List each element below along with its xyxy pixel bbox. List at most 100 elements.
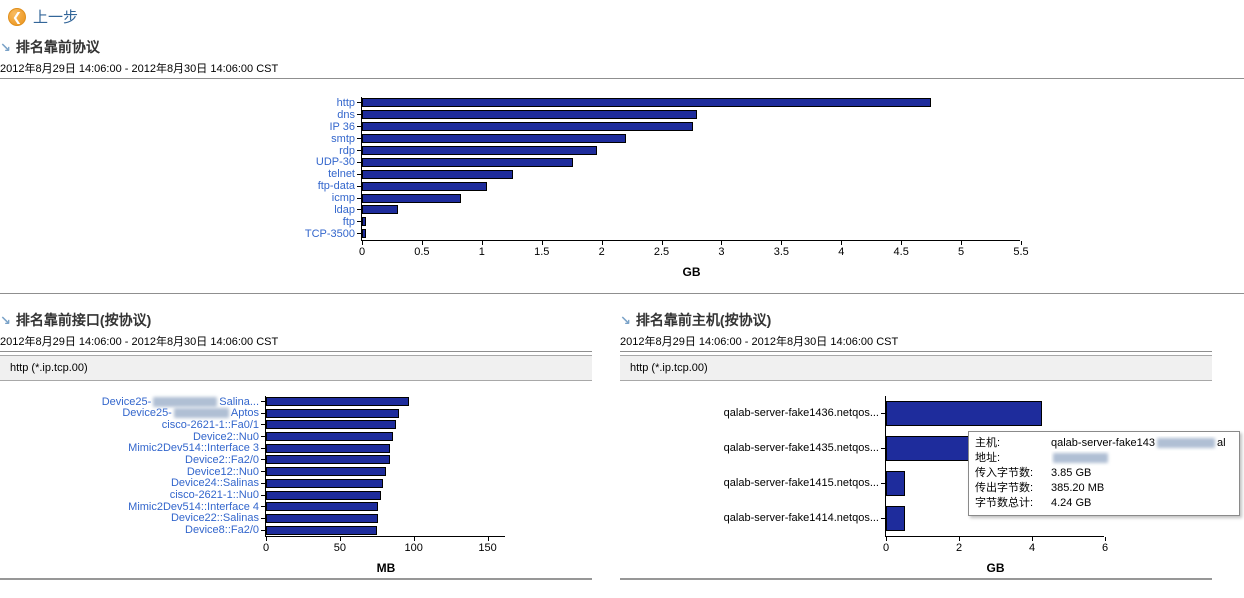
category-label[interactable]: cisco-2621-1::Nu0: [169, 489, 259, 502]
tooltip-host-value-pre: qalab-server-fake143: [1051, 436, 1155, 449]
category-label[interactable]: Device2::Fa2/0: [185, 453, 259, 466]
category-label[interactable]: ftp: [342, 215, 355, 228]
category-tick: [261, 517, 265, 519]
category-tick: [261, 401, 265, 403]
bar[interactable]: [362, 146, 597, 155]
axis-tick: [481, 240, 483, 245]
axis-tick-label: 1: [478, 245, 485, 258]
bar[interactable]: [362, 169, 513, 179]
tooltip-bytes-out-value: 385.20 MB: [1051, 481, 1105, 494]
bar[interactable]: [362, 217, 366, 227]
section-title-text: 排名靠前主机(按协议): [635, 311, 772, 328]
bar[interactable]: [266, 432, 393, 442]
category-label[interactable]: Mimic2Dev514::Interface 4: [128, 500, 259, 513]
category-tick: [357, 233, 361, 235]
category-label[interactable]: smtp: [331, 132, 355, 145]
category-tick: [357, 221, 361, 223]
category-tick: [261, 447, 265, 449]
category-label[interactable]: dns: [337, 108, 355, 121]
back-button[interactable]: ❮ 上一步: [8, 6, 78, 27]
category-label[interactable]: rdp: [339, 144, 355, 157]
category-label[interactable]: ftp-data: [317, 180, 355, 193]
bar[interactable]: [362, 181, 487, 191]
bar[interactable]: [362, 205, 398, 215]
bar[interactable]: [266, 455, 391, 465]
bar[interactable]: [362, 193, 462, 203]
divider: [0, 292, 1244, 294]
axis-tick: [901, 240, 903, 245]
axis-tick: [487, 536, 489, 541]
axis-tick: [541, 240, 543, 245]
bar[interactable]: [362, 229, 366, 239]
category-label[interactable]: cisco-2621-1::Fa0/1: [161, 418, 259, 431]
bar[interactable]: [266, 490, 382, 500]
category-label[interactable]: Device25- Aptos: [122, 407, 259, 420]
bar[interactable]: [266, 467, 386, 477]
category-label[interactable]: UDP-30: [315, 156, 355, 169]
bar[interactable]: [362, 122, 693, 132]
axis-tick-label: 0: [882, 541, 890, 554]
chart-top-protocols: http dns IP 36 smtp rdp UDP-30 telnet ftp-data i…: [0, 97, 1244, 279]
category-label[interactable]: Device24::Salinas: [170, 477, 259, 490]
category-label[interactable]: Mimic2Dev514::Interface 3: [128, 442, 259, 455]
tooltip-bytes-in-row: 传入字节数: 3.85 GB: [975, 466, 1233, 481]
section-top-hosts: ↘ 排名靠前主机(按协议) 2012年8月29日 14:06:00 - 2012…: [620, 310, 1240, 580]
category-label[interactable]: Device12::Nu0: [186, 465, 259, 478]
bar[interactable]: [266, 420, 396, 430]
category-label[interactable]: ldap: [334, 203, 355, 216]
bar[interactable]: [266, 478, 383, 488]
category-label[interactable]: Device22::Salinas: [170, 512, 259, 525]
bar[interactable]: [266, 408, 399, 418]
category-label[interactable]: Device25- Salina...: [101, 395, 259, 408]
category-tick: [357, 209, 361, 211]
page-header: ❮ 上一步: [0, 0, 1244, 27]
bar[interactable]: [362, 134, 626, 144]
axis-tick-label: 2: [955, 541, 963, 554]
category-label: qalab-server-fake1435.netqos...: [723, 442, 879, 455]
drilldown-arrow-icon: ↘: [620, 312, 631, 328]
bar[interactable]: [266, 397, 410, 407]
axis-tick: [1105, 536, 1106, 541]
category-tick: [261, 424, 265, 426]
section-title-text: 排名靠前协议: [15, 39, 100, 55]
protocol-filter-label: http (*.ip.tcp.00): [630, 361, 708, 374]
category-tick: [261, 482, 265, 484]
bar[interactable]: [362, 157, 573, 167]
axis-tick-label: 100: [404, 541, 423, 554]
axis-unit-label: GB: [682, 264, 701, 279]
axis-tick-label: 5.5: [1013, 245, 1029, 258]
divider: [620, 577, 1212, 580]
category-label[interactable]: Device2::Nu0: [192, 430, 259, 443]
axis-tick-label: 4: [838, 245, 845, 258]
axis-tick: [959, 536, 960, 541]
bar[interactable]: [886, 400, 1042, 426]
category-tick: [357, 150, 361, 151]
plot-area: [265, 395, 505, 537]
category-label[interactable]: http: [336, 96, 355, 109]
bar[interactable]: [266, 525, 377, 535]
section-top-protocols: ↘ 排名靠前协议 2012年8月29日 14:06:00 - 2012年8月30…: [0, 37, 1244, 294]
category-label[interactable]: TCP-3500: [304, 227, 355, 240]
section-title: ↘ 排名靠前主机(按协议): [620, 310, 1216, 330]
divider: [0, 350, 592, 352]
category-tick: [357, 173, 361, 175]
bar[interactable]: [266, 443, 391, 453]
category-label[interactable]: IP 36: [329, 120, 356, 133]
bar[interactable]: [886, 470, 905, 496]
axis-tick-label: 5: [958, 245, 965, 258]
category-tick: [357, 114, 361, 116]
axis-unit-label: GB: [986, 560, 1005, 575]
category-tick: [357, 185, 361, 187]
bar[interactable]: [886, 505, 905, 531]
bar[interactable]: [362, 110, 698, 120]
bar[interactable]: [266, 502, 379, 512]
category-tick: [357, 138, 361, 140]
divider: [0, 78, 1244, 79]
category-label[interactable]: Device8::Fa2/0: [185, 524, 259, 537]
bar[interactable]: [266, 513, 379, 523]
divider: [0, 577, 592, 580]
category-label[interactable]: telnet: [328, 168, 355, 181]
section-top-interfaces: ↘ 排名靠前接口(按协议) 2012年8月29日 14:06:00 - 2012…: [0, 310, 592, 580]
bar[interactable]: [362, 98, 932, 108]
category-label[interactable]: icmp: [331, 192, 355, 205]
